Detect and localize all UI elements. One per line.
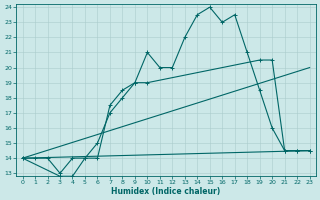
X-axis label: Humidex (Indice chaleur): Humidex (Indice chaleur) xyxy=(111,187,221,196)
